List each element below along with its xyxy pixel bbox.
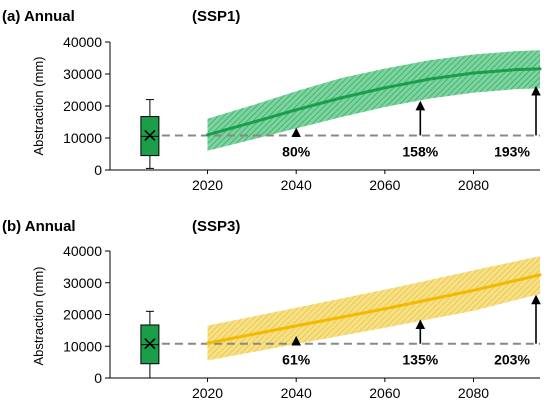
increase-label: 193% [494,143,530,159]
uncertainty-band [207,256,540,361]
increase-label: 135% [402,352,438,368]
y-tick-label: 0 [94,370,102,386]
y-tick-label: 10000 [63,130,102,146]
x-tick-label: 2020 [192,385,223,401]
mean-line [206,273,542,345]
mean-line [206,67,542,137]
increase-label: 61% [282,352,311,368]
y-tick-label: 30000 [63,66,102,82]
box-mean-marker [144,338,156,350]
y-tick-label: 0 [94,162,102,178]
panel-a: (a) Annual (SSP1) Abstraction (mm) 0 1000… [2,8,542,193]
panel-b-scenario: (SSP3) [192,218,240,235]
y-tick-label: 20000 [63,98,102,114]
y-tick-label: 40000 [63,243,102,259]
box-mean-marker [144,129,156,141]
panel-b: (b) Annual (SSP3) Abstraction (mm) 0 1000… [2,218,542,401]
y-tick-label: 10000 [63,338,102,354]
increase-label: 80% [282,143,311,159]
x-tick-label: 2080 [458,385,489,401]
panel-b-plot: 0 10000 20000 30000 40000 2020 2040 2060 2080 61%… [63,243,542,401]
y-tick-label: 20000 [63,307,102,323]
x-tick-label: 2060 [369,177,400,193]
x-tick-label: 2080 [458,177,489,193]
y-tick-label: 30000 [63,275,102,291]
panel-b-label: (b) Annual [2,218,76,235]
x-tick-label: 2060 [369,385,400,401]
increase-label: 158% [402,143,438,159]
panel-a-plot: 0 10000 20000 30000 40000 2020 2040 2060 2080 80%… [63,34,542,193]
panel-a-scenario: (SSP1) [192,8,240,25]
y-tick-label: 40000 [63,34,102,50]
increase-label: 203% [494,352,530,368]
x-tick-label: 2020 [192,177,223,193]
panel-b-ylabel: Abstraction (mm) [31,267,46,366]
panel-a-ylabel: Abstraction (mm) [31,57,46,156]
x-tick-label: 2040 [281,385,312,401]
panel-a-label: (a) Annual [2,8,75,25]
x-tick-label: 2040 [281,177,312,193]
